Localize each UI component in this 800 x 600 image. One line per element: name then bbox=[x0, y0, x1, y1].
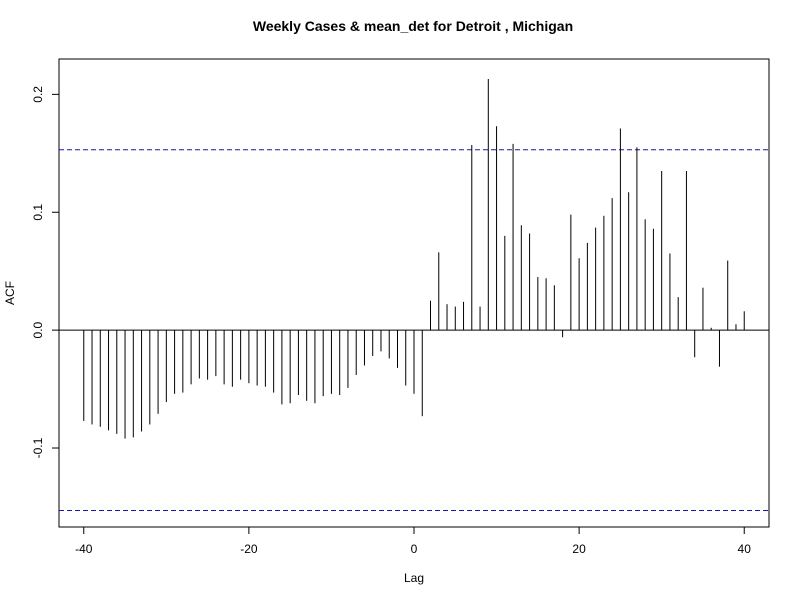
confidence-bands bbox=[59, 149, 769, 511]
y-tick-label: 0.0 bbox=[31, 321, 45, 338]
x-tick-label: -40 bbox=[75, 542, 93, 556]
x-axis-label: Lag bbox=[404, 571, 424, 585]
y-tick-label: -0.1 bbox=[31, 437, 45, 458]
y-axis-label: ACF bbox=[3, 281, 17, 305]
x-tick-label: -20 bbox=[240, 542, 258, 556]
x-tick-label: 20 bbox=[572, 542, 586, 556]
x-tick-label: 0 bbox=[411, 542, 418, 556]
y-tick-label: 0.2 bbox=[31, 86, 45, 103]
x-axis: -40 -20 0 20 40 bbox=[75, 526, 752, 556]
plot-frame bbox=[58, 58, 770, 528]
y-axis: -0.1 0.0 0.1 0.2 bbox=[31, 86, 60, 458]
chart-title: Weekly Cases & mean_det for Detroit , Mi… bbox=[253, 18, 573, 34]
x-tick-label: 40 bbox=[738, 542, 752, 556]
acf-bars bbox=[83, 79, 745, 439]
y-tick-label: 0.1 bbox=[31, 204, 45, 221]
